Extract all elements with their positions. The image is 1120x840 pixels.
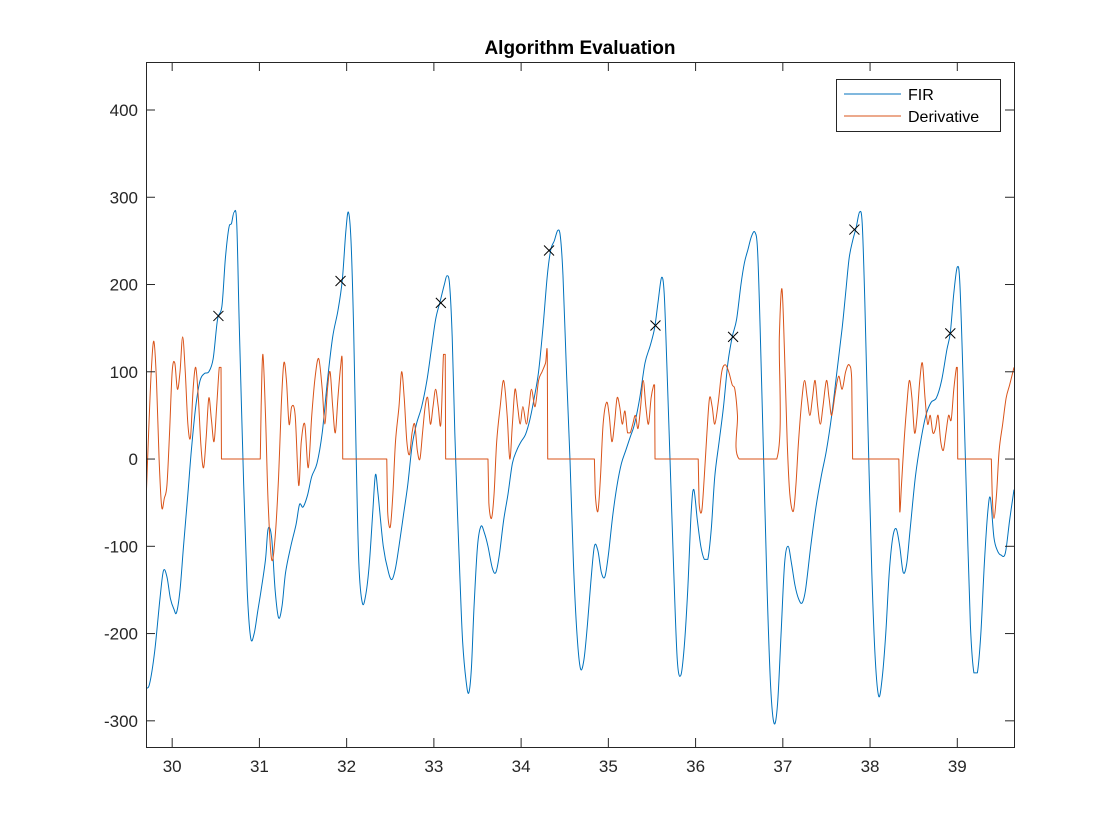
peak-marker — [543, 245, 555, 256]
x-tick-label: 33 — [424, 757, 443, 776]
x-tick-label: 39 — [948, 757, 967, 776]
x-tick-label: 37 — [773, 757, 792, 776]
legend-box — [836, 79, 1001, 132]
peak-marker — [435, 297, 447, 309]
y-tick-label: 0 — [129, 450, 138, 469]
plot-frame — [146, 62, 1015, 748]
y-tick-label: 100 — [110, 363, 138, 382]
series-layer — [146, 210, 1014, 725]
peak-marker — [650, 320, 661, 331]
y-tick-label: -200 — [104, 625, 138, 644]
y-tick-label: -100 — [104, 537, 138, 556]
legend-entry-derivative: Derivative — [908, 109, 979, 126]
peak-marker — [727, 331, 739, 343]
x-tick-label: 31 — [250, 757, 269, 776]
x-tick-label: 34 — [512, 757, 531, 776]
chart-title: Algorithm Evaluation — [484, 38, 675, 59]
y-tick-label: -300 — [104, 712, 138, 731]
x-tick-label: 36 — [686, 757, 705, 776]
legend-entry-fir: FIR — [908, 87, 934, 104]
series-line-derivative — [146, 288, 1014, 562]
x-tick-label: 30 — [163, 757, 182, 776]
x-tick-label: 38 — [861, 757, 880, 776]
series-line-fir — [146, 210, 1014, 725]
axis-ticks: 30 31 32 33 34 35 36 37 38 39 -300 -200 -100 0 100 200 3… — [104, 62, 1014, 776]
x-tick-label: 35 — [599, 757, 618, 776]
peak-marker — [849, 224, 860, 235]
plot-area — [146, 62, 1014, 747]
y-tick-label: 200 — [110, 276, 138, 295]
legend[interactable]: FIR Derivative — [836, 79, 1001, 132]
marker-layer — [213, 224, 956, 343]
peak-marker — [213, 310, 224, 322]
x-tick-label: 32 — [337, 757, 356, 776]
peak-marker — [335, 275, 346, 287]
y-tick-label: 400 — [110, 101, 138, 120]
peak-marker — [944, 328, 956, 339]
y-tick-label: 300 — [110, 188, 138, 207]
